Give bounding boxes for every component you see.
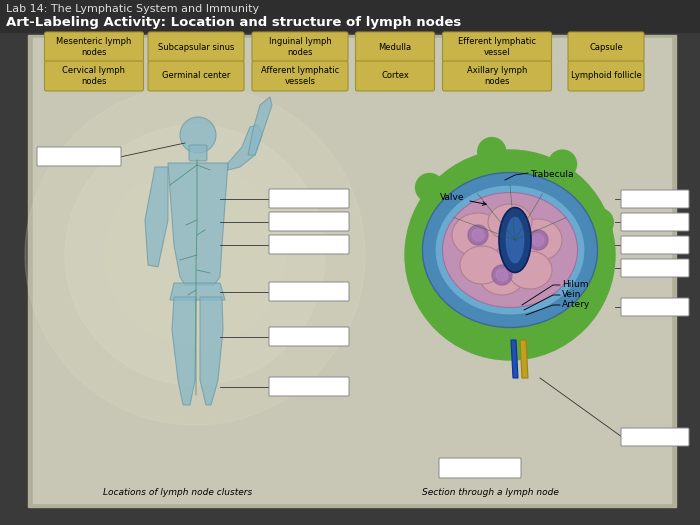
- Polygon shape: [145, 167, 168, 267]
- Ellipse shape: [499, 207, 531, 272]
- Circle shape: [496, 269, 508, 281]
- Ellipse shape: [479, 255, 525, 295]
- FancyBboxPatch shape: [442, 32, 552, 62]
- Text: Locations of lymph node clusters: Locations of lymph node clusters: [104, 488, 253, 497]
- Circle shape: [585, 208, 613, 236]
- Text: Lab 14: The Lymphatic System and Immunity: Lab 14: The Lymphatic System and Immunit…: [6, 4, 259, 14]
- FancyBboxPatch shape: [568, 61, 644, 91]
- Ellipse shape: [508, 251, 552, 289]
- Circle shape: [528, 230, 548, 250]
- Text: Germinal center: Germinal center: [162, 71, 230, 80]
- Polygon shape: [511, 340, 518, 378]
- Circle shape: [25, 85, 365, 425]
- Polygon shape: [520, 340, 528, 378]
- Bar: [28, 35, 676, 507]
- FancyBboxPatch shape: [148, 32, 244, 62]
- Ellipse shape: [505, 216, 525, 264]
- Text: Trabecula: Trabecula: [530, 170, 573, 179]
- Circle shape: [145, 205, 245, 305]
- Text: Cortex: Cortex: [381, 71, 409, 80]
- Text: Vein: Vein: [562, 290, 582, 299]
- FancyBboxPatch shape: [442, 61, 552, 91]
- Text: Inguinal lymph
nodes: Inguinal lymph nodes: [269, 37, 331, 57]
- Circle shape: [472, 229, 484, 241]
- FancyBboxPatch shape: [439, 458, 521, 478]
- FancyBboxPatch shape: [621, 236, 689, 254]
- Text: Cervical lymph
nodes: Cervical lymph nodes: [62, 66, 125, 86]
- Circle shape: [180, 117, 216, 153]
- FancyBboxPatch shape: [621, 190, 689, 208]
- FancyBboxPatch shape: [269, 212, 349, 231]
- Ellipse shape: [460, 246, 504, 284]
- Text: Afferent lymphatic
vessels: Afferent lymphatic vessels: [261, 66, 339, 86]
- Text: Artery: Artery: [562, 300, 590, 309]
- Text: Medulla: Medulla: [379, 43, 412, 51]
- Text: Art-Labeling Activity: Location and structure of lymph nodes: Art-Labeling Activity: Location and stru…: [6, 16, 461, 29]
- FancyBboxPatch shape: [252, 32, 348, 62]
- Circle shape: [65, 125, 325, 385]
- FancyBboxPatch shape: [269, 377, 349, 396]
- Ellipse shape: [435, 185, 585, 315]
- Polygon shape: [172, 297, 196, 405]
- Ellipse shape: [488, 204, 532, 240]
- Polygon shape: [200, 297, 223, 405]
- Circle shape: [478, 138, 506, 165]
- FancyBboxPatch shape: [45, 61, 144, 91]
- FancyBboxPatch shape: [45, 32, 144, 62]
- FancyBboxPatch shape: [189, 145, 207, 161]
- Bar: [0, 0, 700, 32]
- FancyBboxPatch shape: [356, 32, 435, 62]
- Circle shape: [416, 173, 444, 202]
- Circle shape: [532, 234, 544, 246]
- Polygon shape: [228, 125, 262, 170]
- Circle shape: [105, 165, 285, 345]
- FancyBboxPatch shape: [269, 282, 349, 301]
- Text: Section through a lymph node: Section through a lymph node: [421, 488, 559, 497]
- FancyBboxPatch shape: [269, 327, 349, 346]
- Polygon shape: [170, 283, 225, 300]
- Polygon shape: [168, 163, 228, 285]
- FancyBboxPatch shape: [568, 32, 644, 62]
- FancyBboxPatch shape: [621, 428, 689, 446]
- FancyBboxPatch shape: [621, 298, 689, 316]
- Text: Hilum: Hilum: [562, 280, 589, 289]
- Circle shape: [549, 150, 577, 178]
- Ellipse shape: [423, 173, 598, 328]
- FancyBboxPatch shape: [269, 189, 349, 208]
- Text: Lymphoid follicle: Lymphoid follicle: [570, 71, 641, 80]
- FancyBboxPatch shape: [252, 61, 348, 91]
- Text: Valve: Valve: [440, 193, 486, 205]
- Text: Capsule: Capsule: [589, 43, 623, 51]
- Ellipse shape: [514, 219, 562, 261]
- Circle shape: [468, 225, 488, 245]
- Polygon shape: [248, 97, 272, 155]
- FancyBboxPatch shape: [621, 259, 689, 277]
- Circle shape: [492, 265, 512, 285]
- FancyBboxPatch shape: [148, 61, 244, 91]
- Text: Subcapsular sinus: Subcapsular sinus: [158, 43, 234, 51]
- FancyBboxPatch shape: [621, 213, 689, 231]
- Text: Axillary lymph
nodes: Axillary lymph nodes: [467, 66, 527, 86]
- Circle shape: [405, 150, 615, 360]
- FancyBboxPatch shape: [269, 235, 349, 254]
- Text: Mesenteric lymph
nodes: Mesenteric lymph nodes: [56, 37, 132, 57]
- Ellipse shape: [452, 213, 504, 257]
- Bar: [33, 38, 671, 503]
- FancyBboxPatch shape: [37, 147, 121, 166]
- Text: Efferent lymphatic
vessel: Efferent lymphatic vessel: [458, 37, 536, 57]
- Ellipse shape: [442, 193, 578, 308]
- FancyBboxPatch shape: [356, 61, 435, 91]
